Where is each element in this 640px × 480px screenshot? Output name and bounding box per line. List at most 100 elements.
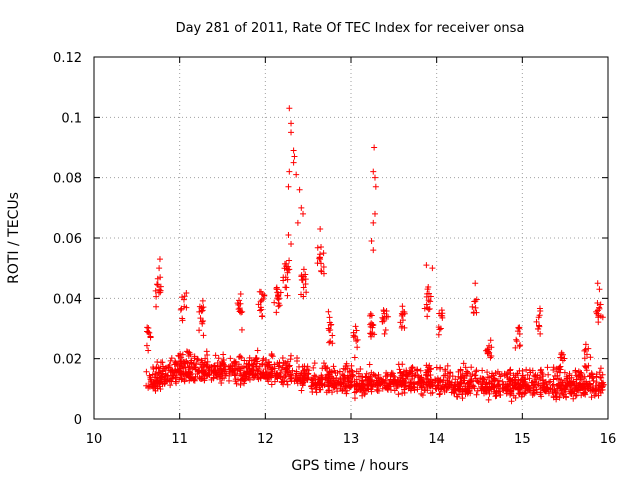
data-point — [261, 292, 268, 299]
data-point — [486, 342, 493, 349]
data-point — [435, 377, 442, 384]
data-point — [201, 368, 208, 375]
data-point — [154, 359, 161, 366]
data-point — [416, 374, 423, 381]
data-point — [233, 380, 240, 387]
data-point — [597, 365, 604, 372]
data-point — [368, 238, 375, 245]
data-point — [483, 379, 490, 386]
data-point — [537, 367, 544, 374]
data-point — [326, 339, 333, 346]
data-point — [427, 390, 434, 397]
data-point — [502, 381, 509, 388]
data-point — [350, 372, 357, 379]
data-point — [200, 332, 207, 339]
data-point — [533, 318, 540, 325]
data-point — [288, 241, 295, 248]
data-point — [199, 297, 206, 304]
data-point — [397, 319, 404, 326]
data-point — [231, 371, 238, 378]
data-point — [370, 168, 377, 175]
data-point — [423, 262, 430, 269]
data-point — [312, 379, 319, 386]
data-point — [271, 361, 278, 368]
data-point — [438, 385, 445, 392]
data-point — [427, 298, 434, 305]
data-point — [238, 326, 245, 333]
data-point — [524, 372, 531, 379]
data-point — [542, 388, 549, 395]
data-point — [598, 374, 605, 381]
data-point — [237, 365, 244, 372]
data-point — [370, 247, 377, 254]
data-point — [536, 323, 543, 330]
data-point — [523, 366, 530, 373]
data-point — [157, 274, 164, 281]
data-point — [305, 374, 312, 381]
data-point — [532, 373, 539, 380]
data-point — [145, 329, 152, 336]
data-point — [590, 377, 597, 384]
chart-title: Day 281 of 2011, Rate Of TEC Index for r… — [176, 21, 525, 36]
data-point — [317, 251, 324, 258]
x-tick-label: 15 — [514, 432, 531, 447]
data-point — [599, 386, 606, 393]
data-point — [582, 341, 589, 348]
data-point — [252, 372, 259, 379]
data-point — [596, 382, 603, 389]
data-point — [324, 364, 331, 371]
data-point — [479, 367, 486, 374]
data-point — [401, 386, 408, 393]
y-axis-label: ROTI / TECUs — [6, 192, 22, 284]
grid-lines — [94, 57, 608, 419]
data-point — [317, 225, 324, 232]
data-point — [409, 373, 416, 380]
data-point — [370, 219, 377, 226]
data-point — [281, 377, 288, 384]
data-point — [356, 373, 363, 380]
data-point — [180, 296, 187, 303]
data-point — [503, 390, 510, 397]
data-point — [439, 379, 446, 386]
data-point — [348, 367, 355, 374]
data-point — [493, 388, 500, 395]
data-point — [220, 351, 227, 358]
data-point — [311, 360, 318, 367]
data-point — [351, 395, 358, 402]
data-point — [212, 352, 219, 359]
data-point — [280, 381, 287, 388]
data-point — [514, 380, 521, 387]
data-point — [593, 308, 600, 315]
data-point — [484, 369, 491, 376]
data-point — [197, 315, 204, 322]
data-point — [516, 385, 523, 392]
data-point — [299, 382, 306, 389]
data-point — [298, 204, 305, 211]
data-point — [143, 368, 150, 375]
data-point — [177, 372, 184, 379]
data-point — [330, 363, 337, 370]
data-point — [273, 309, 280, 316]
data-point — [153, 281, 160, 288]
data-point — [539, 377, 546, 384]
data-point — [506, 376, 513, 383]
data-point — [179, 363, 186, 370]
data-point — [595, 319, 602, 326]
data-point — [428, 365, 435, 372]
data-point — [594, 299, 601, 306]
data-point — [350, 332, 357, 339]
data-point — [372, 183, 379, 190]
data-point — [157, 283, 164, 290]
data-point — [518, 389, 525, 396]
data-point — [151, 380, 158, 387]
data-point — [556, 394, 563, 401]
data-point — [597, 301, 604, 308]
data-point — [328, 368, 335, 375]
data-point — [485, 396, 492, 403]
data-point — [483, 387, 490, 394]
data-point — [362, 374, 369, 381]
data-point — [285, 183, 292, 190]
data-point — [433, 364, 440, 371]
data-point — [384, 385, 391, 392]
data-point — [320, 263, 327, 270]
